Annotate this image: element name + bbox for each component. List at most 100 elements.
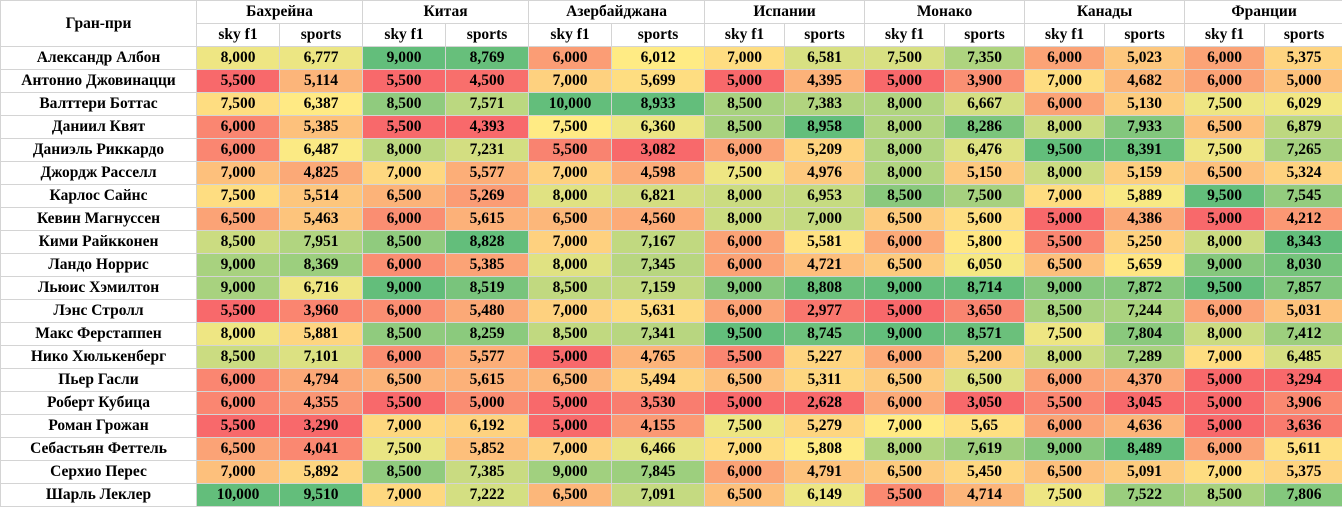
rating-cell-skyf1: 6,000 [864,345,946,369]
rating-cell-sports: 4,636 [1104,414,1186,438]
rating-cell-skyf1: 6,000 [362,299,447,323]
table-body: Александр Албон 8,000 6,777 9,000 8,769 6,000… [0,46,1342,507]
rating-cell-sports: 4,212 [1264,207,1342,231]
rating-cell-sports: 7,383 [784,92,866,116]
driver-name: Льюис Хэмилтон [0,276,197,300]
rating-cell-sports: 5,000 [1264,69,1342,93]
rating-cell-sports: 7,101 [278,345,364,369]
rating-cell-skyf1: 6,000 [196,138,280,162]
table-row: Джордж Расселл 7,000 4,825 7,000 5,577 7,000 4… [0,161,1342,185]
rating-cell-sports: 7,522 [1104,483,1186,507]
rating-cell-sports: 9,510 [278,483,364,507]
rating-cell-sports: 7,872 [1104,276,1186,300]
rating-cell-sports: 5,023 [1104,46,1186,70]
rating-cell-skyf1: 6,500 [864,460,946,484]
rating-cell-sports: 6,360 [611,115,706,139]
rating-cell-skyf1: 9,000 [528,460,613,484]
rating-cell-skyf1: 7,500 [362,437,447,461]
rating-cell-sports: 7,091 [611,483,706,507]
rating-cell-sports: 7,167 [611,230,706,254]
rating-cell-skyf1: 8,500 [362,322,447,346]
rating-cell-skyf1: 7,500 [196,184,280,208]
rating-cell-skyf1: 7,500 [1184,138,1266,162]
rating-cell-skyf1: 9,000 [196,253,280,277]
rating-cell-sports: 7,500 [944,184,1026,208]
rating-cell-sports: 7,231 [445,138,530,162]
race-header-china: Китая [362,0,530,24]
rating-cell-sports: 4,560 [611,207,706,231]
driver-name: Макс Ферстаппен [0,322,197,346]
rating-cell-sports: 5,375 [1264,460,1342,484]
rating-cell-skyf1: 10,000 [528,92,613,116]
rating-cell-sports: 7,951 [278,230,364,254]
rating-cell-sports: 7,845 [611,460,706,484]
table-row: Нико Хюлькенберг 8,500 7,101 6,000 5,577 5,00… [0,345,1342,369]
driver-name: Карлос Сайнс [0,184,197,208]
rating-cell-skyf1: 7,000 [362,414,447,438]
rating-cell-skyf1: 6,000 [196,115,280,139]
rating-cell-sports: 3,960 [278,299,364,323]
rating-cell-sports: 6,476 [944,138,1026,162]
table-row: Даниэль Риккардо 6,000 6,487 8,000 7,231 5,50… [0,138,1342,162]
source-header-sports: sports [1104,23,1186,47]
rating-cell-sports: 4,393 [445,115,530,139]
rating-cell-sports: 3,294 [1264,368,1342,392]
rating-cell-skyf1: 5,000 [864,69,946,93]
rating-cell-sports: 6,466 [611,437,706,461]
driver-name: Лэнс Стролл [0,299,197,323]
rating-cell-sports: 5,114 [278,69,364,93]
rating-cell-sports: 7,619 [944,437,1026,461]
rating-cell-skyf1: 8,000 [528,253,613,277]
rating-cell-skyf1: 7,000 [362,161,447,185]
rating-cell-sports: 4,500 [445,69,530,93]
source-header-skyf1: sky f1 [196,23,280,47]
rating-cell-skyf1: 6,500 [704,368,786,392]
rating-cell-sports: 7,933 [1104,115,1186,139]
rating-cell-sports: 5,463 [278,207,364,231]
driver-name: Антонио Джовинацци [0,69,197,93]
rating-cell-skyf1: 6,500 [196,207,280,231]
rating-cell-sports: 6,953 [784,184,866,208]
rating-cell-sports: 3,636 [1264,414,1342,438]
driver-name: Даниэль Риккардо [0,138,197,162]
rating-cell-skyf1: 7,500 [1184,92,1266,116]
rating-cell-sports: 5,130 [1104,92,1186,116]
source-header-skyf1: sky f1 [362,23,447,47]
driver-name: Джордж Расселл [0,161,197,185]
rating-cell-skyf1: 8,000 [864,161,946,185]
rating-cell-skyf1: 8,000 [864,92,946,116]
rating-cell-sports: 5,311 [784,368,866,392]
rating-cell-sports: 5,091 [1104,460,1186,484]
rating-cell-sports: 5,200 [944,345,1026,369]
table-row: Александр Албон 8,000 6,777 9,000 8,769 6,000… [0,46,1342,70]
rating-cell-sports: 4,598 [611,161,706,185]
rating-cell-sports: 5,150 [944,161,1026,185]
rating-cell-sports: 5,65 [944,414,1026,438]
source-header-skyf1: sky f1 [1184,23,1266,47]
rating-cell-skyf1: 8,500 [704,115,786,139]
rating-cell-sports: 5,800 [944,230,1026,254]
rating-cell-skyf1: 6,000 [362,253,447,277]
table-row: Роман Грожан 5,500 3,290 7,000 6,192 5,000 4,1… [0,414,1342,438]
rating-cell-sports: 7,385 [445,460,530,484]
driver-name: Роберт Кубица [0,391,197,415]
rating-cell-skyf1: 6,000 [528,46,613,70]
rating-cell-sports: 4,794 [278,368,364,392]
rating-cell-skyf1: 9,000 [1184,253,1266,277]
rating-cell-sports: 6,485 [1264,345,1342,369]
rating-cell-sports: 8,958 [784,115,866,139]
rating-cell-sports: 4,825 [278,161,364,185]
rating-cell-skyf1: 8,000 [864,115,946,139]
rating-cell-skyf1: 6,000 [704,253,786,277]
rating-cell-skyf1: 5,500 [362,69,447,93]
rating-cell-skyf1: 5,500 [196,414,280,438]
rating-cell-sports: 5,269 [445,184,530,208]
rating-cell-sports: 4,791 [784,460,866,484]
rating-cell-skyf1: 5,500 [196,299,280,323]
rating-cell-skyf1: 6,000 [196,368,280,392]
rating-cell-sports: 6,716 [278,276,364,300]
rating-cell-skyf1: 6,000 [704,299,786,323]
rating-cell-skyf1: 7,000 [1184,460,1266,484]
rating-cell-skyf1: 6,000 [704,460,786,484]
rating-cell-sports: 7,341 [611,322,706,346]
